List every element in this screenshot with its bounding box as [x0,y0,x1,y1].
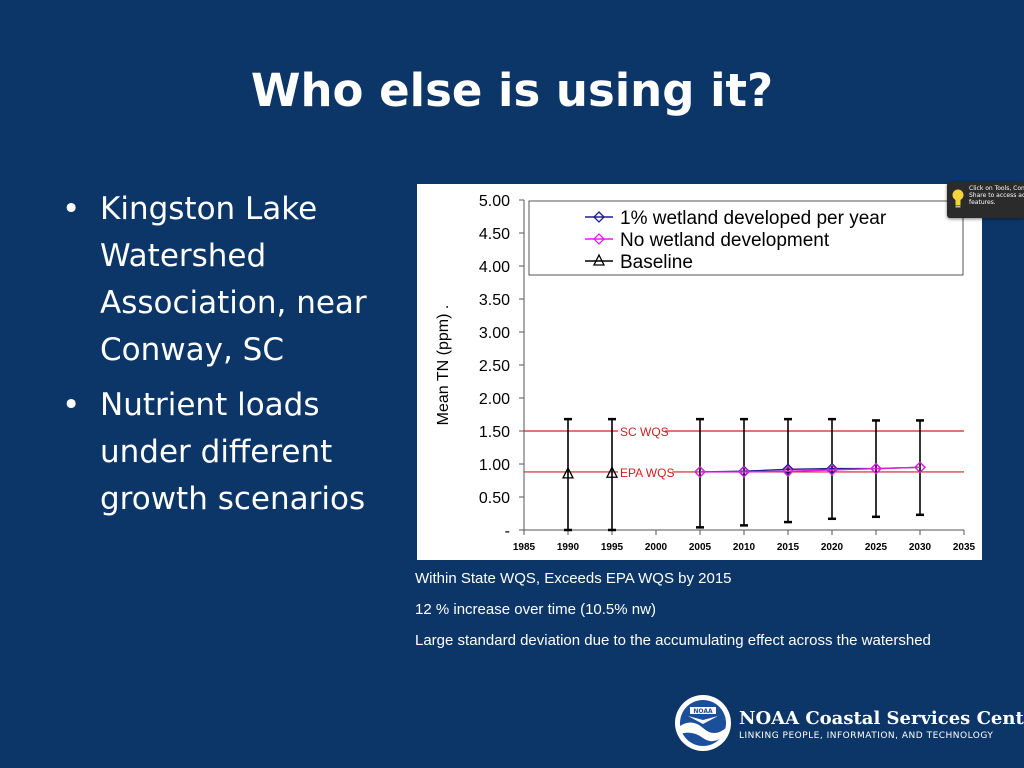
caption-line: Large standard deviation due to the accu… [415,632,931,649]
legend-box [528,200,964,276]
x-tick-label: 2030 [909,542,932,553]
reference-label-bg [618,463,673,479]
data-point [782,465,794,478]
lightbulb-icon [952,189,964,208]
y-tick-label: 0.50 [479,490,510,507]
x-tick-label: 2010 [733,542,756,553]
legend-entry: 1% wetland developed per year [620,208,887,229]
y-tick-label: 3.50 [479,292,510,309]
y-tick-label: - [505,523,510,540]
data-point [561,466,575,479]
data-point [914,461,926,474]
noaa-logo-icon: NOAA [675,695,731,751]
tooltip-text: Click on Tools, Con Share to access ac f… [969,185,1024,206]
data-point [870,462,882,475]
slide-title: Who else is using it? [250,64,774,117]
y-tick-label: 4.00 [479,259,510,276]
data-point [605,465,619,478]
data-point [826,464,838,476]
caption-line: 12 % increase over time (10.5% nw) [415,601,656,618]
x-tick-label: 1985 [513,542,536,553]
x-tick-label: 2000 [645,542,668,553]
bullet-item: • Kingston Lake Watershed Association, n… [62,186,402,374]
y-tick-label: 3.00 [479,325,510,342]
x-tick-label: 1990 [557,542,580,553]
x-tick-label: 1995 [601,542,624,553]
caption-line: Within State WQS, Exceeds EPA WQS by 201… [415,570,732,587]
y-tick-label: 1.50 [479,424,510,441]
reference-label: EPA WQS [620,466,674,480]
data-point [694,466,706,478]
bullet-list: • Kingston Lake Watershed Association, n… [62,186,402,531]
x-tick-label: 2025 [865,542,888,553]
data-point [593,233,605,245]
org-tagline: LINKING PEOPLE, INFORMATION, AND TECHNOL… [739,731,994,741]
data-point [782,463,794,476]
reference-label-bg [618,423,666,438]
data-point [826,462,838,475]
data-point [593,211,605,223]
x-tick-label: 2035 [953,542,976,553]
bullet-text: Kingston Lake Watershed Association, nea… [100,191,367,368]
legend-entry: No wetland development [620,230,830,251]
y-tick-label: 2.50 [479,358,510,375]
bullet-text: Nutrient loads under different growth sc… [100,387,366,517]
tools-tooltip[interactable]: Click on Tools, Con Share to access ac f… [947,182,1024,218]
bullet-dot: • [62,191,81,227]
x-tick-label: 2005 [689,542,712,553]
reference-label: SC WQS [620,425,669,439]
x-tick-label: 2020 [821,542,844,553]
data-point [592,253,606,266]
data-point [738,466,750,478]
bullet-dot: • [62,387,81,423]
y-tick-label: 4.50 [479,226,510,243]
logo-text: NOAA [693,708,713,715]
y-tick-label: 1.00 [479,457,510,474]
org-name: NOAA Coastal Services Center [739,708,1024,729]
legend-entry: Baseline [620,252,693,273]
x-tick-label: 2015 [777,542,800,553]
bullet-item: • Nutrient loads under different growth … [62,382,402,523]
tn-chart: - 0.50 1.00 1.50 2.00 2.50 3.00 3.50 4.00 4.50 5.0… [435,193,976,553]
chart-panel: - 0.50 1.00 1.50 2.00 2.50 3.00 3.50 4.00 4.50 5.0… [417,184,982,560]
series-line [700,466,921,473]
y-axis-label: Mean TN (ppm) . [435,305,452,426]
y-tick-label: 2.00 [479,391,510,408]
y-tick-label: 5.00 [479,193,510,210]
